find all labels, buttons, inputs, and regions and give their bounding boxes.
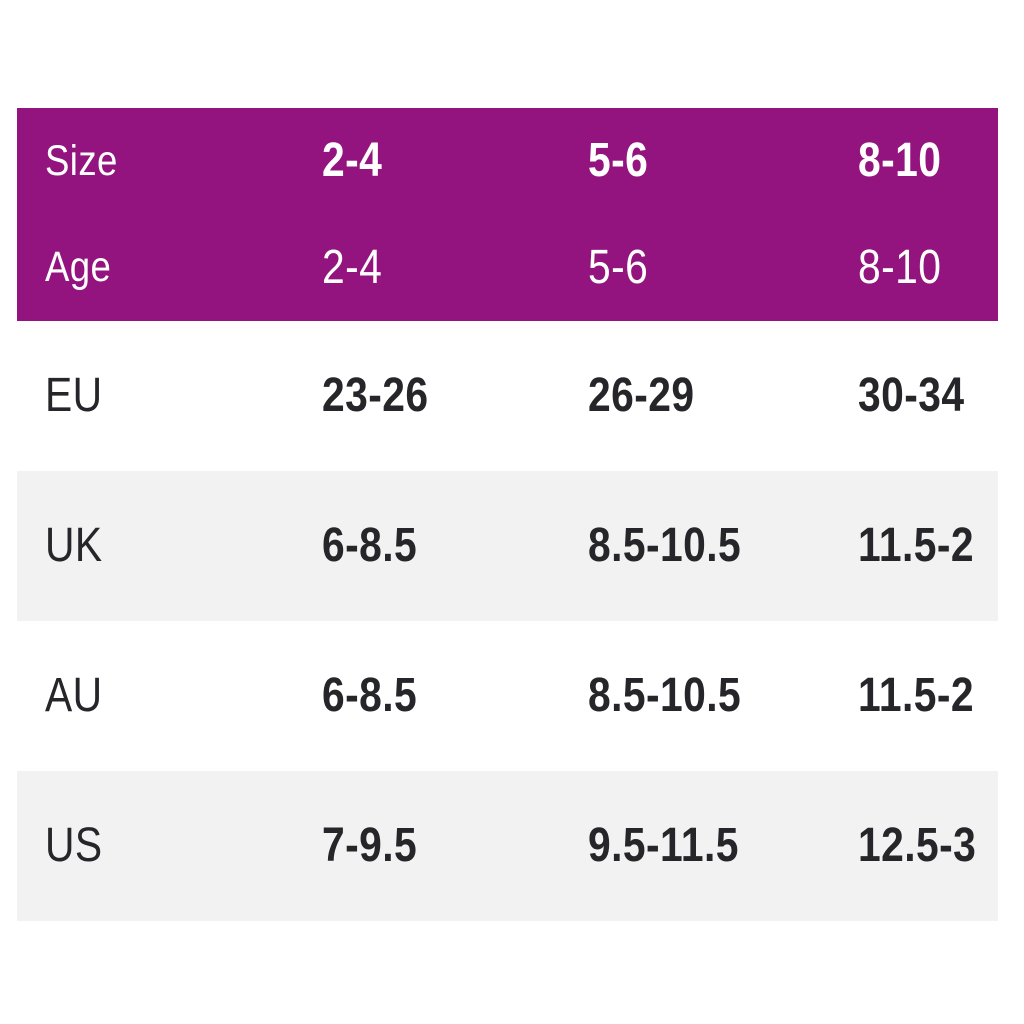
size-chart-table: Size 2-4 5-6 8-10 Age 2-4 5-6 8-10 [17,108,998,921]
uk-value-col1: 6-8.5 [322,519,418,572]
size-value-cell: 8-10 [858,137,998,185]
au-value-cell: 11.5-2 [858,672,998,720]
au-value-cell: 8.5-10.5 [588,672,858,720]
row-label-size: Size [45,136,118,185]
table-header: Size 2-4 5-6 8-10 Age 2-4 5-6 8-10 [17,108,998,321]
us-value-cell: 12.5-3 [858,822,998,870]
size-value-cell: 2-4 [322,137,588,185]
us-value-cell: 7-9.5 [322,822,588,870]
size-label-cell: Size [45,136,322,185]
age-value-col1: 2-4 [322,240,383,294]
size-value-col3: 8-10 [858,134,942,188]
age-label-cell: Age [45,246,322,289]
uk-value-cell: 6-8.5 [322,522,588,570]
uk-label-cell: UK [45,522,322,570]
row-label-au: AU [45,669,103,722]
eu-value-col1: 23-26 [322,369,429,422]
row-label-age: Age [45,243,112,292]
size-value-cell: 5-6 [588,137,858,185]
us-value-col2: 9.5-11.5 [588,819,739,872]
age-value-cell: 5-6 [588,240,858,294]
age-value-col3: 8-10 [858,240,942,294]
size-value-col2: 5-6 [588,134,649,188]
eu-value-cell: 26-29 [588,372,858,420]
header-row-size: Size 2-4 5-6 8-10 [17,108,998,215]
eu-value-col2: 26-29 [588,369,695,422]
age-value-cell: 2-4 [322,240,588,294]
au-label-cell: AU [45,672,322,720]
age-value-cell: 8-10 [858,240,998,294]
au-value-cell: 6-8.5 [322,672,588,720]
size-value-col1: 2-4 [322,134,383,188]
table-row-eu: EU 23-26 26-29 30-34 [17,321,998,471]
us-value-col3: 12.5-3 [858,819,977,872]
au-value-col2: 8.5-10.5 [588,669,742,722]
au-value-col3: 11.5-2 [858,669,974,722]
uk-value-cell: 8.5-10.5 [588,522,858,570]
au-value-col1: 6-8.5 [322,669,418,722]
header-row-age: Age 2-4 5-6 8-10 [17,215,998,322]
eu-label-cell: EU [45,372,322,420]
uk-value-cell: 11.5-2 [858,522,998,570]
row-label-eu: EU [45,369,103,422]
uk-value-col3: 11.5-2 [858,519,974,572]
row-label-uk: UK [45,519,103,572]
table-row-au: AU 6-8.5 8.5-10.5 11.5-2 [17,621,998,771]
eu-value-col3: 30-34 [858,369,965,422]
age-value-col2: 5-6 [588,240,649,294]
us-value-cell: 9.5-11.5 [588,822,858,870]
eu-value-cell: 23-26 [322,372,588,420]
table-row-uk: UK 6-8.5 8.5-10.5 11.5-2 [17,471,998,621]
row-label-us: US [45,819,103,872]
uk-value-col2: 8.5-10.5 [588,519,742,572]
us-value-col1: 7-9.5 [322,819,418,872]
us-label-cell: US [45,822,322,870]
table-body: EU 23-26 26-29 30-34 UK 6-8.5 8.5-10.5 [17,321,998,921]
eu-value-cell: 30-34 [858,372,998,420]
table-row-us: US 7-9.5 9.5-11.5 12.5-3 [17,771,998,921]
